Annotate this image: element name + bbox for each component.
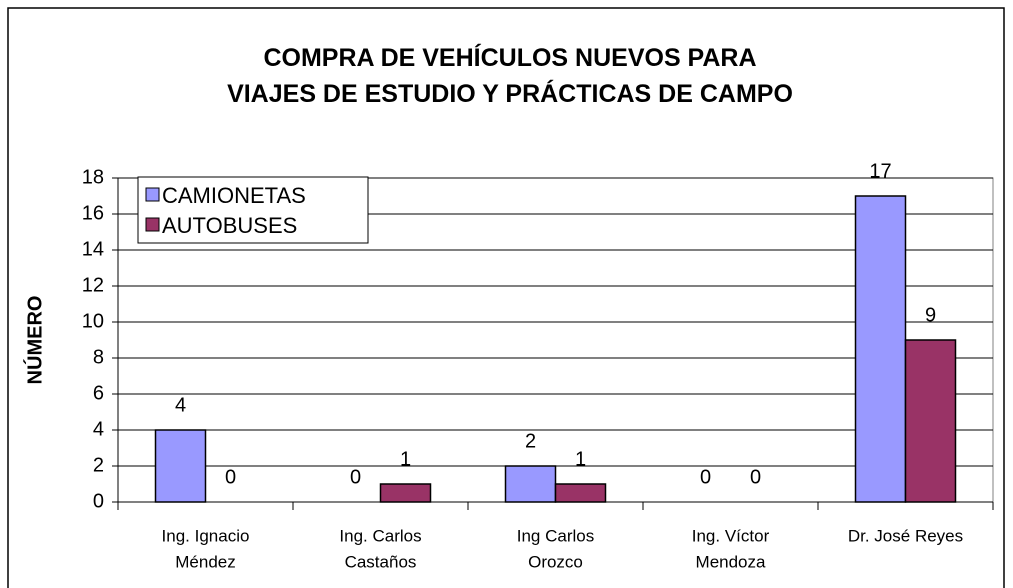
bar [504,465,557,503]
x-tick-label: Castaños [345,552,417,571]
x-tick-label: Mendoza [696,552,766,571]
y-tick-label: 6 [93,382,104,404]
y-tick-label: 4 [93,418,104,440]
x-tick-label: Ing. Víctor [692,526,770,545]
x-tick-label: Ing. Ignacio [162,526,250,545]
value-label: 17 [869,160,891,182]
chart-title: COMPRA DE VEHÍCULOS NUEVOS PARA VIAJES D… [227,44,793,108]
value-label: 4 [175,394,186,416]
bar [379,483,432,503]
x-tick-label: Dr. José Reyes [848,526,963,545]
x-tick-label: Orozco [528,552,583,571]
frame [7,7,1005,588]
value-label: 9 [925,304,936,326]
bar [854,195,907,503]
y-tick-label: 14 [82,238,104,260]
y-tick-label: 12 [82,274,104,296]
x-tick-label: Ing Carlos [517,526,594,545]
y-tick-label: 18 [82,166,104,188]
y-tick-label: 2 [93,454,104,476]
value-label: 0 [750,466,761,488]
value-label: 0 [350,466,361,488]
bar [904,339,957,503]
y-tick-label: 16 [82,202,104,224]
value-label: 1 [400,448,411,470]
y-tick-label: 8 [93,346,104,368]
legend-swatch [145,217,160,232]
x-tick-label: Méndez [175,552,235,571]
value-label: 1 [575,448,586,470]
value-label: 0 [225,466,236,488]
legend-swatch [145,187,160,202]
y-axis-label: NÚMERO [22,296,46,385]
bar [154,429,207,503]
legend-box [137,176,369,244]
bar [554,483,607,503]
value-label: 2 [525,430,536,452]
y-tick-label: 10 [82,310,104,332]
x-tick-label: Ing. Carlos [339,526,421,545]
value-label: 0 [700,466,711,488]
legend-label: CAMIONETAS [162,183,306,208]
y-tick-label: 0 [93,490,104,512]
legend-label: AUTOBUSES [162,213,297,238]
